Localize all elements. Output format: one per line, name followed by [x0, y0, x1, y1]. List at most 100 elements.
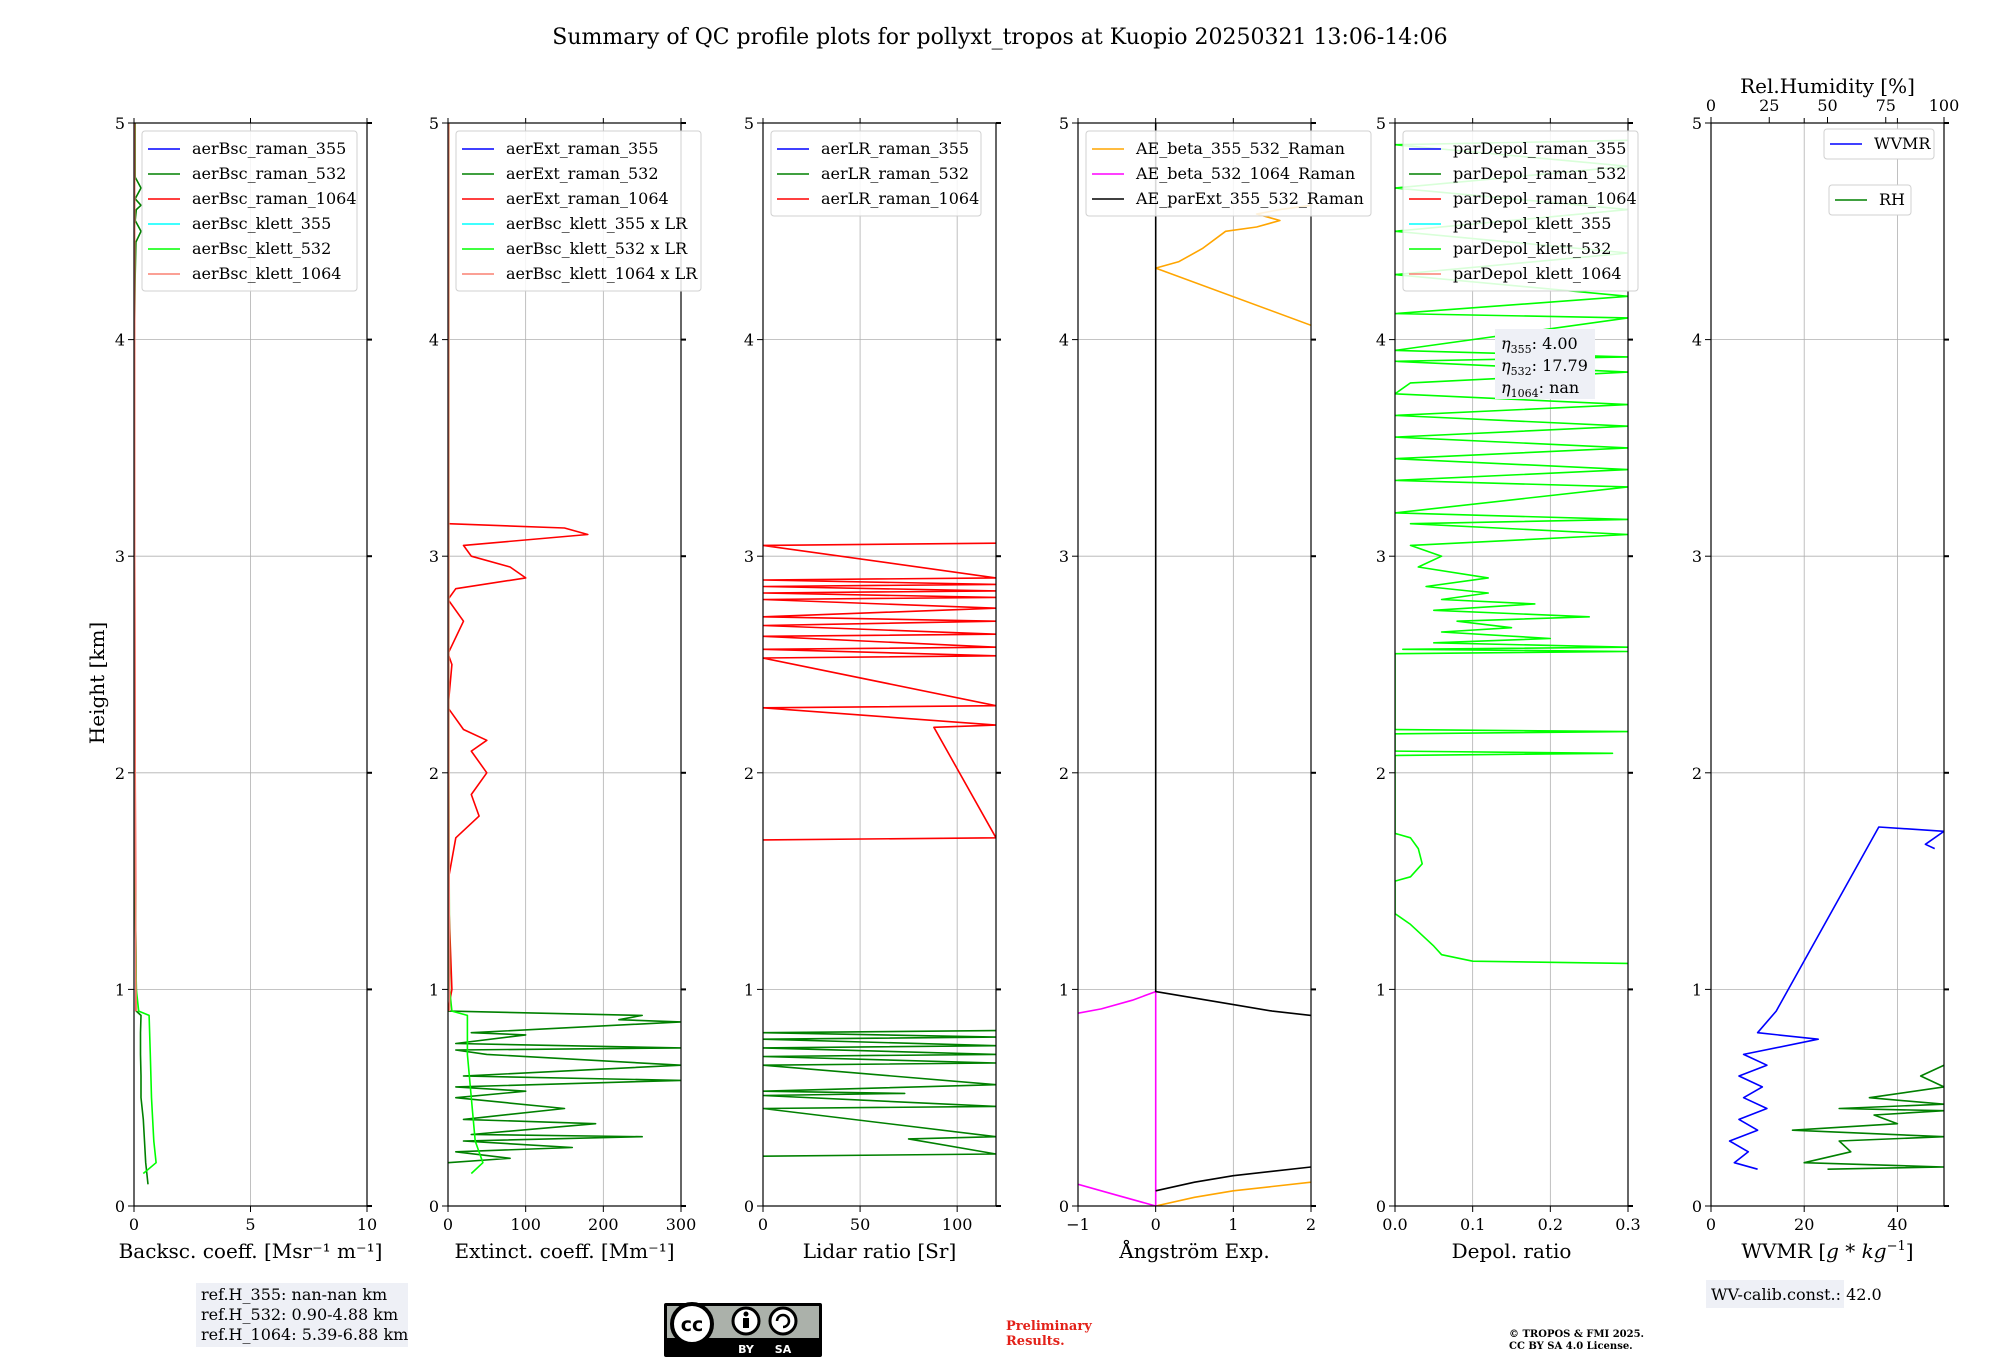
x-tick-label: 20: [1794, 1215, 1814, 1234]
y-tick-label: 0: [744, 1197, 754, 1216]
y-tick-label: 3: [1376, 547, 1386, 566]
legend-box: [1823, 128, 1935, 160]
x-tick-label: 0.2: [1538, 1215, 1563, 1234]
legend-box: [1402, 130, 1639, 292]
y-tick-label: 3: [1059, 547, 1069, 566]
y-tick-label: 2: [115, 764, 125, 783]
y-tick-label: 5: [744, 114, 754, 133]
eta-annotation-line: η1064: nan: [1501, 378, 1579, 400]
top-axis-label: Rel.Humidity [%]: [1740, 74, 1915, 98]
y-tick-label: 2: [1059, 764, 1069, 783]
eta-annotation-line: η355: 4.00: [1501, 334, 1578, 356]
refh-box: ref.H_355: nan-nan km ref.H_532: 0.90-4.…: [196, 1283, 408, 1347]
cc-icon: [670, 1302, 714, 1346]
cc-sa-label: SA: [775, 1343, 792, 1356]
series-group: [763, 542, 996, 1157]
svg-text:cc: cc: [681, 1314, 704, 1336]
eta-annotation-line: η532: 17.79: [1501, 356, 1588, 378]
legend-entry: parDepol_klett_532: [1453, 239, 1611, 258]
series-line-aerBsc_klett_1064 x LR: [448, 123, 451, 1012]
y-tick-label: 5: [115, 114, 125, 133]
y-tick-label: 0: [115, 1197, 125, 1216]
legend-box: [1828, 184, 1912, 216]
legend-entry: AE_beta_532_1064_Raman: [1135, 164, 1355, 183]
axes-frame: [1710, 122, 1945, 1207]
panel-extinction: 0 100 200 300 0 1 2 3 4 5 Extinct. coeff. [Mm⁻¹] ae…: [429, 114, 702, 1263]
top-x-tick-label: 0: [1706, 96, 1716, 115]
legend-box: [141, 130, 358, 292]
series-line-AE_beta_355_532_Raman: [1154, 191, 1311, 1206]
y-tick-label: 2: [1376, 764, 1386, 783]
y-tick-label: 0: [1692, 1197, 1702, 1216]
y-tick-label: 0: [1059, 1197, 1069, 1216]
legend-entry: aerBsc_klett_532: [192, 239, 331, 258]
series-group: [448, 123, 681, 1175]
x-tick-label: 100: [942, 1215, 973, 1234]
y-tick-label: 4: [1059, 331, 1069, 350]
series-line-aerBsc_klett_1064: [134, 123, 138, 1012]
series-line-aerExt_raman_532: [448, 1010, 681, 1164]
series-line-WVMR: [1728, 826, 1944, 1170]
top-x-tick-label: 25: [1759, 96, 1779, 115]
legend-entry: aerLR_raman_355: [821, 139, 969, 158]
y-tick-label: 3: [1692, 547, 1702, 566]
legend-entry: AE_parExt_355_532_Raman: [1135, 189, 1364, 208]
axes-frame: [1077, 122, 1312, 1207]
axes-frame: [1394, 122, 1629, 1207]
x-tick-label: 2: [1306, 1215, 1316, 1234]
x-tick-label: 0.0: [1382, 1215, 1407, 1234]
legend-box: [770, 130, 982, 217]
y-tick-label: 2: [744, 764, 754, 783]
x-axis-label: WVMR [g * kg−1]: [1741, 1239, 1913, 1263]
x-axis-label: Ångström Exp.: [1118, 1238, 1269, 1263]
x-axis-label: Depol. ratio: [1452, 1239, 1572, 1263]
y-tick-label: 3: [115, 547, 125, 566]
series-group: [1728, 826, 1944, 1170]
axes-frame: [447, 122, 682, 1207]
legend-entry: aerBsc_klett_1064 x LR: [506, 264, 698, 283]
x-tick-label: 0: [758, 1215, 768, 1234]
y-tick-label: 1: [1059, 980, 1069, 999]
share-alike-icon: [768, 1306, 798, 1336]
legend-entry: parDepol_klett_355: [1453, 214, 1611, 233]
series-line-aerExt_raman_1064: [448, 522, 589, 1012]
legend-entry: aerBsc_klett_355: [192, 214, 331, 233]
figure-title: Summary of QC profile plots for pollyxt_…: [552, 25, 1447, 50]
x-tick-label: 0: [443, 1215, 453, 1234]
legend-entry: parDepol_raman_532: [1453, 164, 1626, 183]
y-axis-label: Height [km]: [85, 622, 109, 744]
legend-entry: aerBsc_klett_355 x LR: [506, 214, 688, 233]
legend-entry: RH: [1879, 190, 1905, 209]
panel-wvmr: 0 20 40 0 1 2 3 4 5 WVMR [g * kg−1] 0 25 50 75 100 Rel.…: [1692, 74, 1959, 1263]
legend-entry: aerBsc_raman_1064: [192, 189, 357, 208]
series-line-RH: [1791, 1064, 1944, 1170]
eta-annotation-box: [1495, 329, 1595, 399]
x-tick-label: 0.1: [1460, 1215, 1485, 1234]
x-axis-label: Lidar ratio [Sr]: [803, 1239, 957, 1263]
series-line-AE_parExt_355_532_Raman: [1154, 123, 1311, 1192]
y-tick-label: 0: [1376, 1197, 1386, 1216]
series-group: [1395, 139, 1628, 965]
series-line-aerLR_raman_532: [763, 1029, 996, 1157]
y-tick-label: 2: [1692, 764, 1702, 783]
wv-calib-label: WV-calib.const.: 42.0: [1711, 1285, 1882, 1304]
x-axis-label: Backsc. coeff. [Msr⁻¹ m⁻¹]: [119, 1239, 383, 1263]
x-tick-label: 0: [1706, 1215, 1716, 1234]
refh-line: ref.H_355: nan-nan km: [201, 1285, 387, 1304]
cc-by-sa-logo: cc BY SA: [664, 1302, 822, 1357]
legend-entry: aerBsc_raman_532: [192, 164, 346, 183]
y-tick-label: 5: [1692, 114, 1702, 133]
top-x-tick-label: 75: [1876, 96, 1896, 115]
preliminary-label: Preliminary: [1006, 1319, 1092, 1334]
copyright-line: © TROPOS & FMI 2025.: [1509, 1329, 1644, 1340]
legend-entry: aerExt_raman_532: [506, 164, 659, 183]
x-tick-label: 0: [129, 1215, 139, 1234]
cc-by-label: BY: [738, 1343, 755, 1356]
legend-entry: parDepol_raman_355: [1453, 139, 1626, 158]
y-tick-label: 5: [1059, 114, 1069, 133]
legend-entry: parDepol_raman_1064: [1453, 189, 1637, 208]
legend-box: [1085, 130, 1372, 217]
y-tick-label: 2: [429, 764, 439, 783]
axes-frame: [762, 122, 997, 1207]
